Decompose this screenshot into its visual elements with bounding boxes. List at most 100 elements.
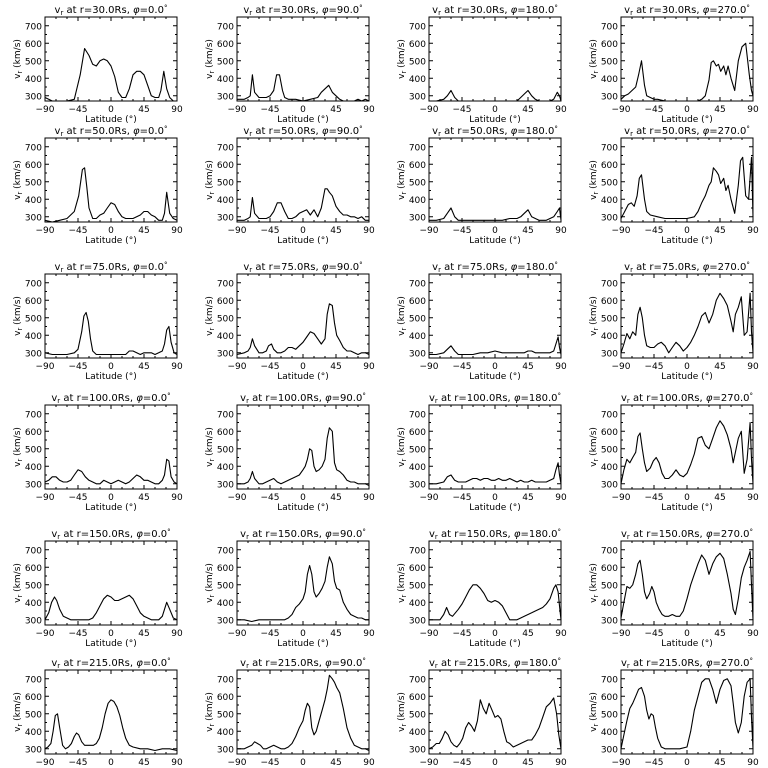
- x-tick-label: 90: [171, 629, 183, 639]
- y-tick-label: 600: [217, 297, 234, 307]
- x-tick-label: 90: [171, 758, 183, 768]
- x-tick-label: 45: [714, 493, 725, 503]
- x-tick-label: 90: [747, 226, 759, 236]
- y-tick-label: 400: [217, 332, 234, 342]
- y-tick-label: 400: [217, 599, 234, 609]
- panel-r100_0-phi0_0: vr at r=100.0Rs, φ=0.0° 300 400 500 600 700 −9…: [13, 392, 183, 513]
- x-tick-label: −90: [420, 493, 439, 503]
- y-tick-label: 600: [409, 564, 426, 574]
- x-tick-label: −45: [645, 493, 664, 503]
- panel-r75_0-phi90_0: vr at r=75.0Rs, φ=90.0° 300 400 500 600 700 −9…: [205, 261, 375, 382]
- plot-frame: [44, 540, 178, 626]
- y-tick-label: 400: [25, 599, 42, 609]
- plot-frame: [44, 16, 178, 102]
- y-tick-label: 600: [25, 693, 42, 703]
- x-tick-label: 90: [171, 105, 183, 115]
- panel-r215_0-phi270_0: vr at r=215.0Rs, φ=270.0° 300 400 500 600 700…: [589, 657, 759, 768]
- y-tick-label: 700: [601, 410, 618, 420]
- x-tick-label: 0: [492, 493, 498, 503]
- y-tick-label: 700: [409, 143, 426, 153]
- y-tick-label: 700: [601, 279, 618, 289]
- x-tick-label: −90: [228, 493, 247, 503]
- panel-title: vr at r=100.0Rs, φ=0.0°: [51, 392, 170, 405]
- panel-title: vr at r=150.0Rs, φ=270.0°: [621, 528, 753, 541]
- y-tick-label: 300: [409, 745, 426, 755]
- x-tick-label: −90: [228, 362, 247, 372]
- x-axis-label: Latitude (°): [661, 639, 712, 649]
- y-tick-label: 300: [409, 92, 426, 102]
- x-tick-label: −90: [420, 226, 439, 236]
- y-tick-label: 600: [217, 693, 234, 703]
- y-axis-label: vr (km/s): [13, 39, 24, 79]
- y-tick-label: 600: [409, 297, 426, 307]
- plot-frame: [44, 273, 178, 359]
- x-tick-label: −45: [261, 226, 280, 236]
- panel-title: vr at r=30.0Rs, φ=90.0°: [243, 4, 362, 17]
- x-axis-label: Latitude (°): [277, 115, 328, 125]
- x-tick-label: −90: [228, 105, 247, 115]
- panel-title: vr at r=215.0Rs, φ=270.0°: [621, 657, 753, 670]
- x-tick-label: 90: [171, 362, 183, 372]
- x-tick-label: 0: [684, 493, 690, 503]
- y-tick-label: 400: [217, 75, 234, 85]
- y-tick-label: 400: [601, 332, 618, 342]
- x-axis-label: Latitude (°): [469, 115, 520, 125]
- panel-title: vr at r=150.0Rs, φ=90.0°: [240, 528, 366, 541]
- x-tick-label: 0: [492, 362, 498, 372]
- y-axis-label: vr (km/s): [589, 427, 600, 467]
- x-axis-label: Latitude (°): [85, 372, 136, 382]
- plot-frame: [428, 273, 562, 359]
- y-tick-label: 600: [601, 564, 618, 574]
- x-tick-label: 90: [363, 362, 375, 372]
- x-tick-label: 45: [714, 362, 725, 372]
- x-tick-label: −45: [261, 758, 280, 768]
- y-tick-label: 500: [409, 314, 426, 324]
- x-tick-label: 0: [108, 629, 114, 639]
- y-tick-label: 400: [25, 332, 42, 342]
- y-tick-label: 700: [601, 22, 618, 32]
- y-tick-label: 600: [601, 693, 618, 703]
- y-tick-label: 500: [601, 57, 618, 67]
- x-tick-label: 45: [522, 362, 533, 372]
- series-line: [620, 678, 754, 750]
- x-tick-label: 45: [522, 493, 533, 503]
- y-tick-label: 600: [409, 40, 426, 50]
- panel-title: vr at r=215.0Rs, φ=0.0°: [51, 657, 170, 670]
- x-axis-label: Latitude (°): [277, 639, 328, 649]
- series-line: [620, 156, 754, 220]
- y-tick-label: 600: [409, 693, 426, 703]
- y-axis-label: vr (km/s): [397, 160, 408, 200]
- x-tick-label: −45: [453, 629, 472, 639]
- series-line: [44, 311, 178, 356]
- series-line: [44, 699, 178, 752]
- series-line: [237, 74, 370, 102]
- y-tick-label: 700: [217, 143, 234, 153]
- x-tick-label: −90: [612, 226, 631, 236]
- x-tick-label: −45: [69, 362, 88, 372]
- x-tick-label: 45: [138, 105, 149, 115]
- x-tick-label: −90: [420, 629, 439, 639]
- x-tick-label: −90: [36, 105, 55, 115]
- y-tick-label: 300: [25, 92, 42, 102]
- y-tick-label: 300: [601, 213, 618, 223]
- y-tick-label: 300: [601, 480, 618, 490]
- y-axis-label: vr (km/s): [205, 160, 216, 200]
- y-axis-label: vr (km/s): [397, 39, 408, 79]
- x-tick-label: 45: [138, 493, 149, 503]
- y-tick-label: 700: [25, 143, 42, 153]
- x-tick-label: 0: [300, 226, 306, 236]
- x-tick-label: 0: [300, 362, 306, 372]
- y-tick-label: 700: [409, 410, 426, 420]
- y-tick-label: 500: [25, 178, 42, 188]
- y-tick-label: 600: [601, 428, 618, 438]
- panel-title: vr at r=50.0Rs, φ=180.0°: [432, 125, 558, 138]
- x-tick-label: 45: [714, 758, 725, 768]
- y-tick-label: 500: [25, 57, 42, 67]
- x-tick-label: −90: [36, 362, 55, 372]
- y-tick-label: 500: [601, 178, 618, 188]
- y-tick-label: 300: [217, 92, 234, 102]
- y-tick-label: 400: [409, 196, 426, 206]
- y-axis-label: vr (km/s): [205, 296, 216, 336]
- y-tick-label: 600: [25, 428, 42, 438]
- y-tick-label: 600: [25, 564, 42, 574]
